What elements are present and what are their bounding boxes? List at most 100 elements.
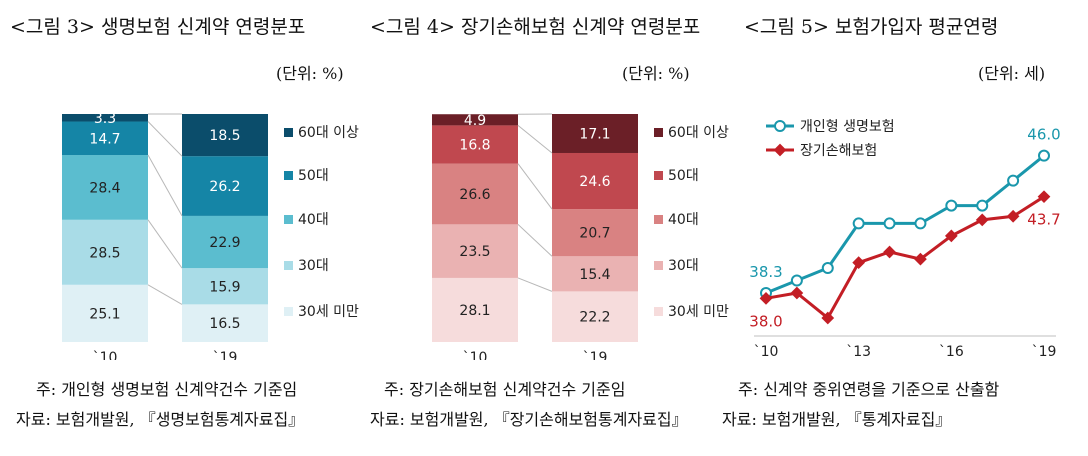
fig3-legend-swatch bbox=[284, 128, 293, 137]
fig4-data-label: 16.8 bbox=[459, 138, 490, 154]
fig3-legend-swatch bbox=[284, 215, 293, 224]
fig4-data-label: 22.2 bbox=[579, 310, 610, 326]
figure-3-stacked-bar-chart: 25.1 16.5 28.5 15.9 28.4 22.9 14.7 26.2 3.3 18.5 `… bbox=[62, 111, 359, 360]
fig3-legend-label: 60대 이상 bbox=[298, 125, 359, 141]
fig5-x-tick-label: `19 bbox=[1032, 344, 1057, 360]
fig4-bar-segment bbox=[552, 152, 638, 210]
figure-4-note: 주: 장기손해보험 신계약건수 기준임 bbox=[384, 380, 626, 399]
fig3-legend-label: 50대 bbox=[298, 168, 329, 184]
fig3-bar-segment bbox=[62, 114, 148, 122]
fig4-legend-swatch bbox=[654, 215, 663, 224]
fig5-series-line bbox=[765, 154, 1045, 295]
fig3-connector-line bbox=[147, 121, 183, 157]
fig3-bar-segment bbox=[62, 155, 148, 220]
fig5-legend-marker bbox=[774, 120, 786, 132]
figure-4-stacked-bar-chart: 28.1 22.2 23.5 15.4 26.6 20.7 16.8 24.6 4.9 17.1 `… bbox=[432, 113, 729, 360]
fig3-bar-segment bbox=[62, 219, 148, 285]
fig3-category-label: `10 bbox=[93, 350, 118, 360]
fig5-x-tick-label: `10 bbox=[754, 344, 779, 360]
figure-4-title: <그림 4> 장기손해보험 신계약 연령분포 bbox=[370, 16, 701, 38]
fig3-bar-segment bbox=[182, 215, 268, 269]
fig4-data-label: 24.6 bbox=[579, 174, 610, 190]
fig3-legend-label: 30세 미만 bbox=[298, 304, 359, 320]
figure-3-title: <그림 3> 생명보험 신계약 연령분포 bbox=[10, 16, 306, 38]
figure-5-unit: (단위: 세) bbox=[978, 64, 1046, 83]
fig4-bar-segment bbox=[552, 114, 638, 153]
fig3-bar-segment bbox=[62, 284, 148, 342]
fig4-data-label: 20.7 bbox=[579, 226, 610, 242]
fig4-connector-line bbox=[517, 163, 553, 210]
fig5-point bbox=[1006, 209, 1020, 223]
fig3-data-label: 3.3 bbox=[94, 111, 116, 127]
fig4-bar-segment bbox=[432, 114, 518, 126]
fig5-point bbox=[914, 217, 927, 230]
fig5-data-label: 46.0 bbox=[1027, 126, 1060, 144]
fig4-bar-segment bbox=[432, 277, 518, 342]
fig3-legend-label: 40대 bbox=[298, 212, 329, 228]
fig4-bar-segment bbox=[552, 256, 638, 292]
fig5-series-line bbox=[765, 195, 1045, 321]
figure-5-title: <그림 5> 보험가입자 평균연령 bbox=[744, 16, 999, 38]
fig3-bar-segment bbox=[182, 268, 268, 305]
fig3-data-label: 26.2 bbox=[209, 179, 240, 195]
fig3-connector-line bbox=[147, 284, 183, 305]
fig3-connector-line bbox=[147, 219, 183, 269]
fig4-legend-swatch bbox=[654, 261, 663, 270]
fig5-point bbox=[914, 252, 927, 266]
fig4-bar-segment bbox=[552, 209, 638, 257]
fig4-legend-label: 30세 미만 bbox=[668, 304, 729, 320]
fig4-bar-segment bbox=[552, 291, 638, 342]
fig5-point bbox=[976, 199, 989, 212]
fig3-legend-swatch bbox=[284, 171, 293, 180]
fig4-category-label: `19 bbox=[583, 350, 608, 360]
fig3-bar-segment bbox=[62, 121, 148, 156]
fig3-data-label: 16.5 bbox=[209, 316, 240, 332]
figure-5-note: 주: 신계약 중위연령을 기준으로 산출함 bbox=[738, 380, 1000, 399]
fig3-category-label: `19 bbox=[213, 350, 238, 360]
fig5-data-label: 43.7 bbox=[1027, 211, 1060, 229]
fig4-legend-label: 60대 이상 bbox=[668, 125, 729, 141]
fig5-point bbox=[790, 286, 804, 300]
fig5-x-tick-label: `16 bbox=[939, 344, 964, 360]
fig3-data-label: 15.9 bbox=[209, 279, 240, 295]
fig5-legend-label: 개인형 생명보험 bbox=[800, 119, 895, 135]
fig4-legend-label: 30대 bbox=[668, 258, 699, 274]
fig3-bar-segment bbox=[182, 304, 268, 342]
fig5-point bbox=[883, 245, 896, 259]
fig5-point bbox=[975, 213, 989, 227]
fig4-category-label: `10 bbox=[463, 350, 488, 360]
fig4-data-label: 28.1 bbox=[459, 303, 490, 319]
fig4-data-label: 23.5 bbox=[459, 244, 490, 260]
fig3-bar-segment bbox=[182, 114, 268, 157]
fig5-point bbox=[821, 262, 834, 275]
fig5-point bbox=[1038, 149, 1050, 162]
fig3-connector-line bbox=[147, 154, 183, 217]
figure-4-source: 자료: 보험개발원, 『장기손해보험통계자료집』 bbox=[370, 410, 688, 429]
fig4-data-label: 17.1 bbox=[579, 126, 610, 142]
fig4-data-label: 4.9 bbox=[464, 113, 486, 129]
fig5-point bbox=[944, 229, 958, 243]
fig5-legend-marker bbox=[773, 143, 787, 157]
fig3-data-label: 22.9 bbox=[209, 235, 240, 251]
fig5-point bbox=[883, 217, 896, 230]
figure-3-unit: (단위: %) bbox=[276, 64, 344, 83]
fig4-connector-line bbox=[517, 277, 553, 292]
fig5-point bbox=[945, 199, 958, 212]
fig5-data-label: 38.0 bbox=[749, 312, 782, 330]
fig3-bar-segment bbox=[182, 156, 268, 216]
fig4-bar-segment bbox=[432, 224, 518, 278]
fig3-data-label: 28.4 bbox=[89, 180, 120, 196]
fig4-connector-line bbox=[517, 125, 553, 154]
fig4-bar-segment bbox=[432, 125, 518, 164]
figure-4-unit: (단위: %) bbox=[622, 64, 690, 83]
fig4-legend-swatch bbox=[654, 128, 663, 137]
fig3-data-label: 14.7 bbox=[89, 131, 120, 147]
fig3-legend-swatch bbox=[284, 261, 293, 270]
fig4-data-label: 26.6 bbox=[459, 187, 490, 203]
fig4-legend-label: 50대 bbox=[668, 168, 699, 184]
fig4-legend-swatch bbox=[654, 307, 663, 316]
fig3-data-label: 28.5 bbox=[89, 245, 120, 261]
fig5-legend-label: 장기손해보험 bbox=[800, 143, 877, 159]
fig3-data-label: 18.5 bbox=[209, 128, 240, 144]
fig3-data-label: 25.1 bbox=[89, 306, 120, 322]
